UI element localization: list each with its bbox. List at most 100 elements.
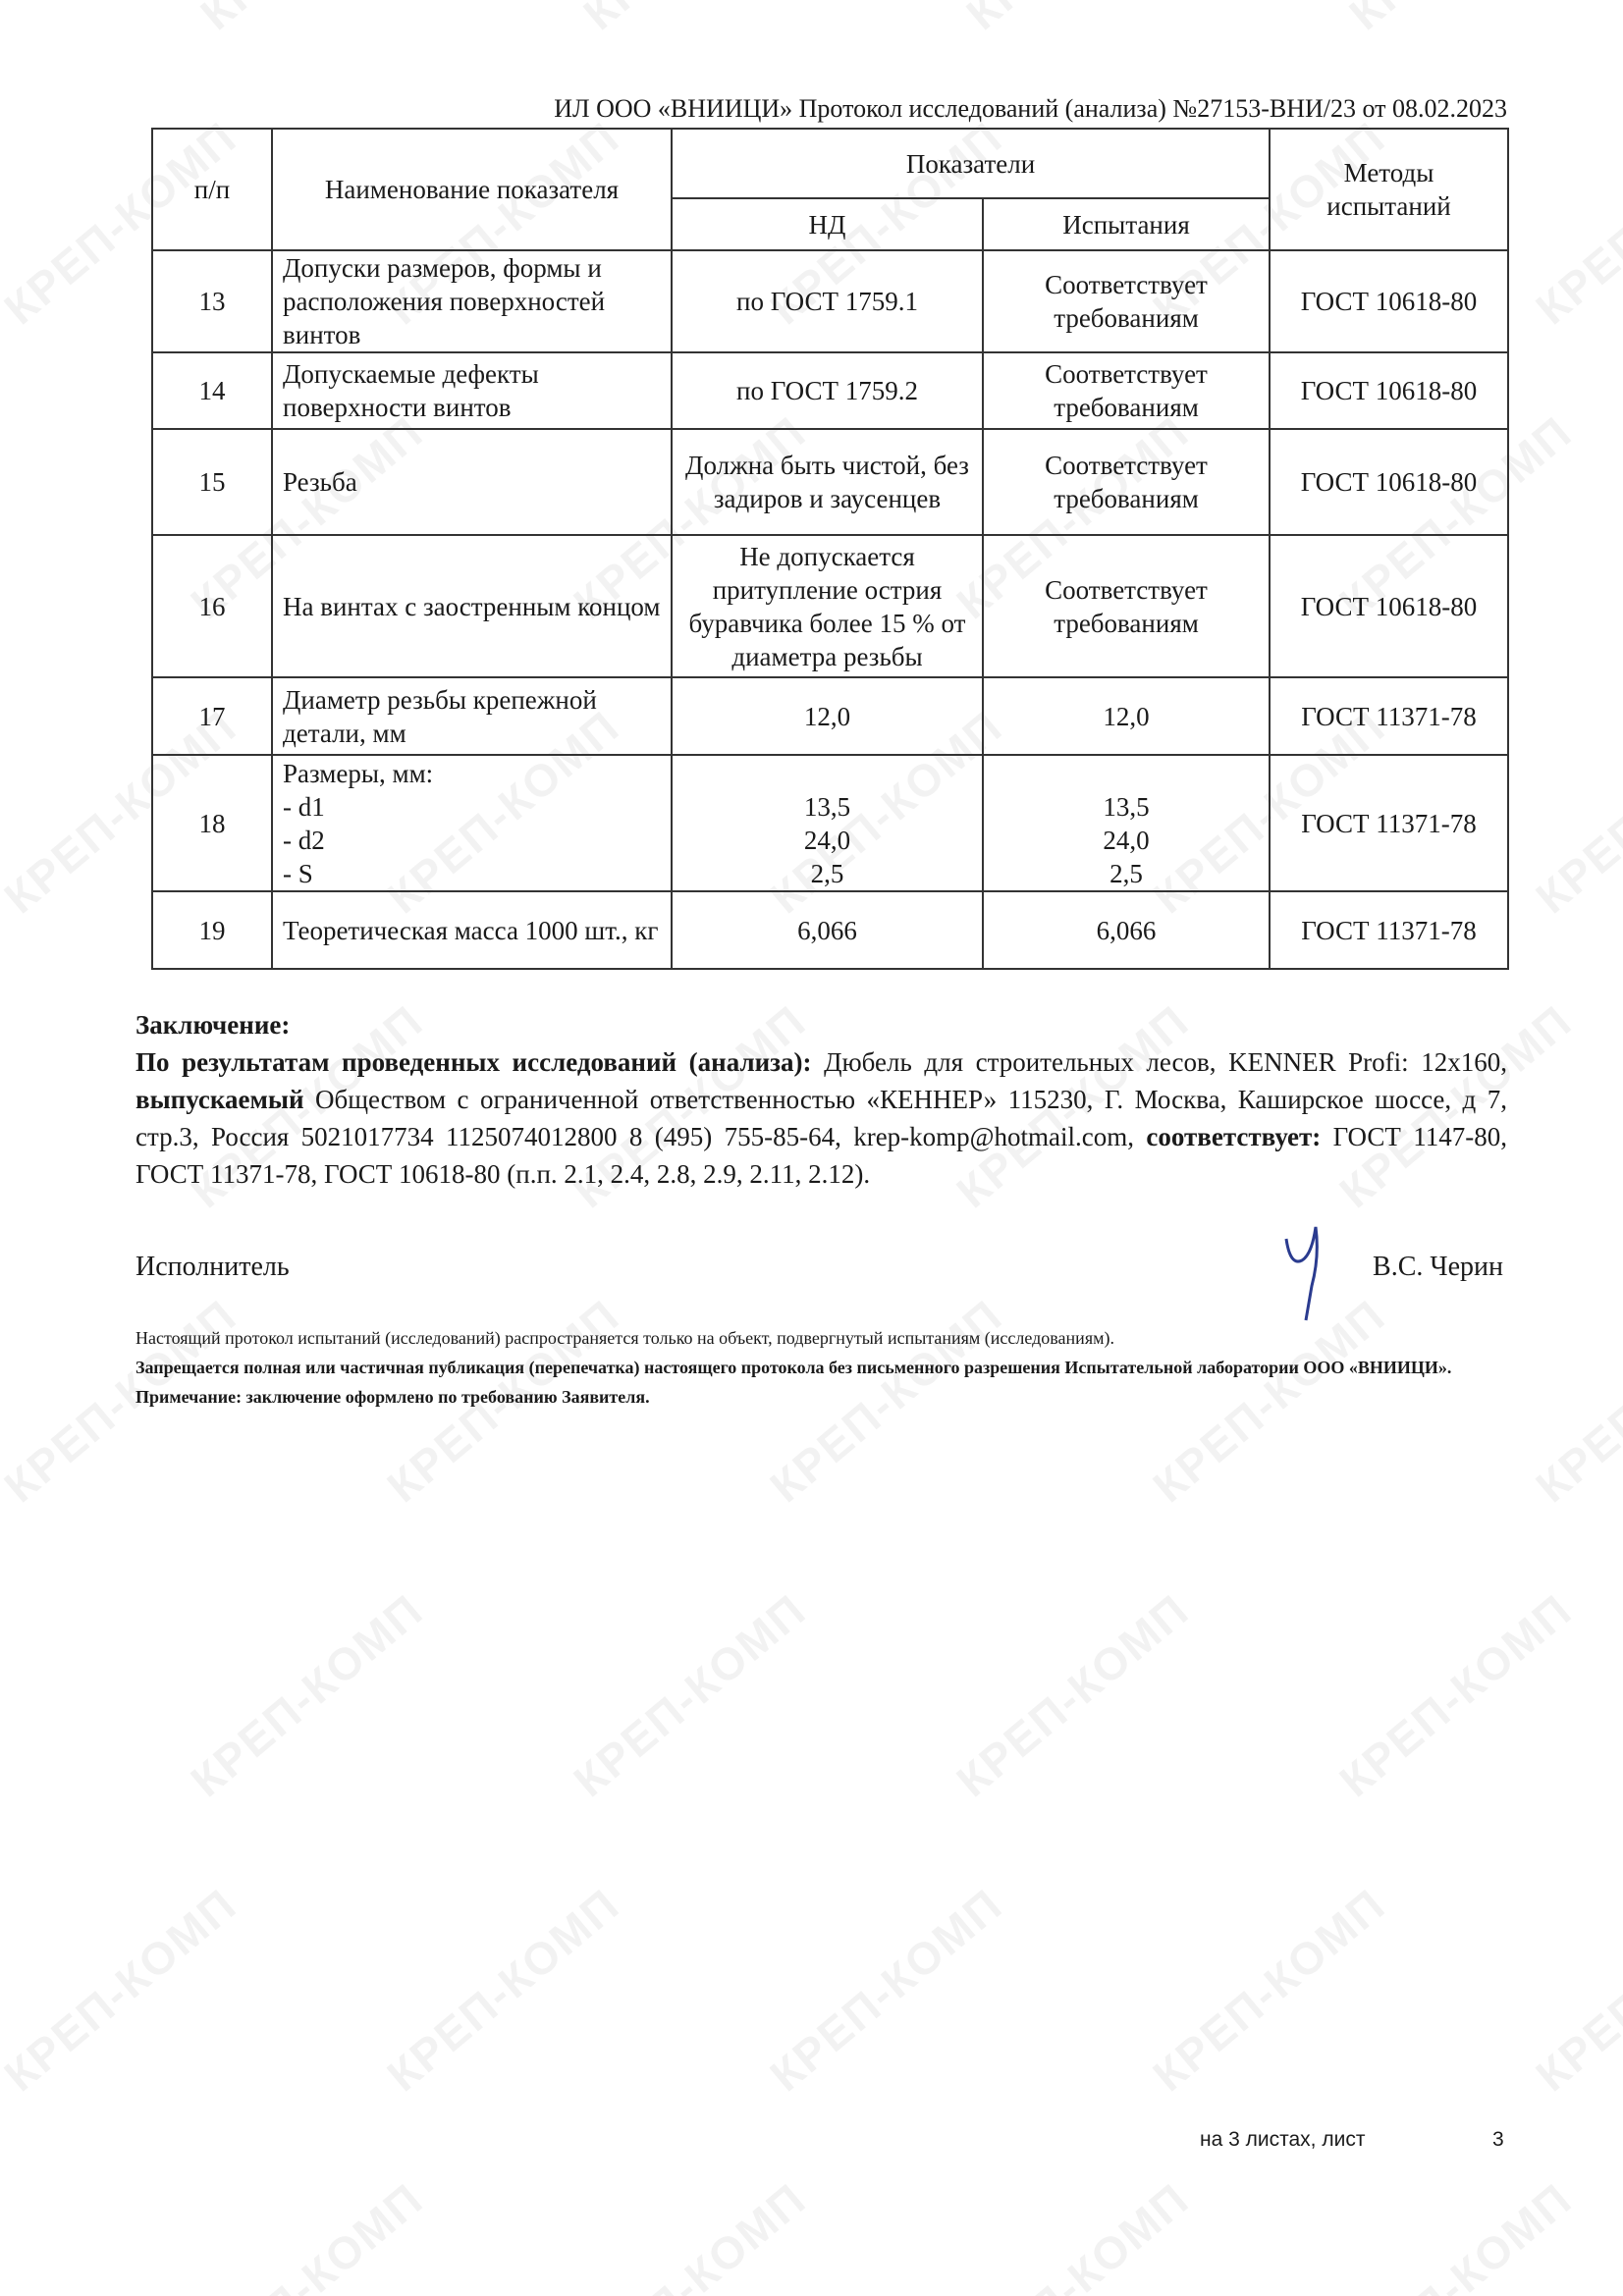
header-num: п/п — [151, 128, 273, 251]
test-value-text: 24,0 — [1103, 825, 1150, 855]
watermark-text: КРЕП-КОМП — [1525, 1878, 1623, 2102]
indicator-name-text: На винтах с заостренным концом — [283, 591, 661, 621]
row-number-text: 16 — [198, 591, 226, 621]
row-number: 14 — [151, 351, 273, 430]
nd-value: по ГОСТ 1759.1 — [671, 249, 984, 353]
header-name: Наименование показателя — [271, 128, 673, 251]
header-indicators: Показатели — [670, 128, 1271, 199]
watermark-text: КРЕП-КОМП — [180, 1583, 433, 1807]
table-row: 14 Допускаемые дефекты поверхности винтов… — [151, 351, 1510, 430]
watermark-text: КРЕП-КОМП — [572, 0, 826, 40]
test-value-text: 12,0 — [1103, 701, 1150, 731]
nd-value: по ГОСТ 1759.2 — [671, 351, 984, 430]
watermark-text: КРЕП-КОМП — [189, 0, 443, 40]
table-row: 17 Диаметр резьбы крепежной детали, мм 12,… — [151, 676, 1510, 756]
test-method: ГОСТ 10618-80 — [1269, 534, 1510, 678]
test-method-text: ГОСТ 11371-78 — [1301, 701, 1477, 731]
watermark-text: КРЕП-КОМП — [563, 1583, 816, 1807]
indicator-name: Допускаемые дефекты поверхности винтов — [271, 351, 673, 430]
document-header: ИЛ ООО «ВНИИЦИ» Протокол исследований (а… — [554, 94, 1507, 123]
test-value: Соответствует требованиям — [981, 249, 1271, 353]
dimension-label: - d2 — [283, 825, 325, 855]
nd-value: Не допускается притупление острия буравч… — [671, 534, 984, 678]
test-value-text: 6,066 — [1096, 915, 1157, 945]
note-scope: Настоящий протокол испытаний (исследован… — [135, 1328, 1114, 1348]
results-table: п/п Наименование показателя Показатели М… — [151, 128, 1510, 970]
test-method-text: ГОСТ 11371-78 — [1301, 808, 1477, 838]
test-value-text: Соответствует требованиям — [1045, 451, 1208, 513]
test-value: Соответствует требованиям — [981, 428, 1271, 536]
watermark-text: КРЕП-КОМП — [1525, 111, 1623, 335]
test-value-text: Соответствует требованиям — [1045, 574, 1208, 638]
row-number-text: 13 — [198, 287, 226, 316]
header-test: Испытания — [981, 197, 1271, 251]
watermark-text: КРЕП-КОМП — [1525, 1289, 1623, 1513]
table-row: 13 Допуски размеров, формы и расположения… — [151, 249, 1510, 353]
test-value-text: Соответствует требованиям — [1045, 270, 1208, 333]
watermark-text: КРЕП-КОМП — [563, 2172, 816, 2296]
nd-value-text: 6,066 — [797, 915, 857, 945]
row-number-text: 15 — [198, 467, 226, 497]
row-number: 17 — [151, 676, 273, 756]
watermark-text: КРЕП-КОМП — [180, 2172, 433, 2296]
test-value-text: Соответствует требованиям — [1045, 359, 1208, 422]
watermark-text: КРЕП-КОМП — [1525, 700, 1623, 924]
indicator-name-text: Размеры, мм: — [283, 758, 434, 788]
conclusion-lead: По результатам проведенных исследований … — [135, 1047, 812, 1077]
test-value: 13,5 24,0 2,5 — [981, 754, 1271, 892]
test-value-text: 2,5 — [1109, 858, 1143, 888]
test-method-text: ГОСТ 10618-80 — [1300, 376, 1478, 405]
watermark-text: КРЕП-КОМП — [946, 2172, 1199, 2296]
row-number: 15 — [151, 428, 273, 536]
indicator-name: На винтах с заостренным концом — [271, 534, 673, 678]
test-method-text: ГОСТ 10618-80 — [1300, 591, 1478, 621]
indicator-name: Теоретическая масса 1000 шт., кг — [271, 890, 673, 970]
indicator-name: Допуски размеров, формы и расположения п… — [271, 249, 673, 353]
signer-name: В.С. Черин — [1373, 1252, 1503, 1282]
conforms-label: соответствует: — [1146, 1122, 1322, 1151]
test-method: ГОСТ 11371-78 — [1269, 676, 1510, 756]
test-value: Соответствует требованиям — [981, 351, 1271, 430]
indicator-name: Диаметр резьбы крепежной детали, мм — [271, 676, 673, 756]
handwritten-signature — [1284, 1226, 1319, 1321]
test-value: Соответствует требованиям — [981, 534, 1271, 678]
sheets-label: на 3 листах, лист — [1200, 2128, 1366, 2151]
watermark-text: КРЕП-КОМП — [955, 0, 1209, 40]
issuer: Обществом с ограниченной ответственность… — [135, 1085, 1507, 1151]
nd-value-text: 24,0 — [803, 825, 851, 855]
nd-value-text: Не допускается притупление острия буравч… — [688, 541, 966, 671]
nd-value-text: 12,0 — [803, 701, 851, 731]
nd-value-text: по ГОСТ 1759.2 — [736, 376, 918, 405]
test-value-text: 13,5 — [1103, 791, 1150, 822]
conclusion-text: По результатам проведенных исследований … — [135, 1043, 1507, 1193]
test-method-text: ГОСТ 11371-78 — [1301, 915, 1477, 945]
indicator-name-text: Допускаемые дефекты поверхности винтов — [283, 359, 539, 422]
indicator-name-text: Теоретическая масса 1000 шт., кг — [283, 915, 659, 945]
indicator-name-text: Допуски размеров, формы и расположения п… — [283, 253, 606, 349]
nd-value: 6,066 — [671, 890, 984, 970]
indicator-name: Размеры, мм: - d1- d2- S — [271, 754, 673, 892]
watermark-text: КРЕП-КОМП — [0, 0, 60, 40]
conclusion-title: Заключение: — [135, 1010, 291, 1040]
standards: ГОСТ 1147-80, ГОСТ 11371-78, ГОСТ 10618-… — [135, 1122, 1507, 1189]
watermark-text: КРЕП-КОМП — [376, 1878, 629, 2102]
header-methods: Методы испытаний — [1269, 128, 1510, 251]
notes: Настоящий протокол испытаний (исследован… — [135, 1323, 1510, 1412]
watermark-text: КРЕП-КОМП — [1142, 1878, 1395, 2102]
page-number: 3 — [1492, 2128, 1504, 2151]
issued-label: выпускаемый — [135, 1085, 304, 1114]
test-method: ГОСТ 11371-78 — [1269, 754, 1510, 892]
table-row: 19 Теоретическая масса 1000 шт., кг 6,066 6… — [151, 890, 1510, 970]
note-remark: Примечание: заключение оформлено по треб… — [135, 1387, 650, 1407]
nd-value: Должна быть чистой, без задиров и заусен… — [671, 428, 984, 536]
indicator-name-text: Диаметр резьбы крепежной детали, мм — [283, 684, 597, 748]
dimension-label: - S — [283, 858, 313, 888]
test-value: 6,066 — [981, 890, 1271, 970]
test-value: 12,0 — [981, 676, 1271, 756]
watermark-text: КРЕП-КОМП — [1328, 1583, 1582, 1807]
row-number: 19 — [151, 890, 273, 970]
conclusion-product: Дюбель для строительных лесов, KENNER Pr… — [811, 1047, 1507, 1077]
row-number: 16 — [151, 534, 273, 678]
header-nd: НД — [671, 197, 984, 251]
nd-value-text: 2,5 — [810, 858, 844, 888]
